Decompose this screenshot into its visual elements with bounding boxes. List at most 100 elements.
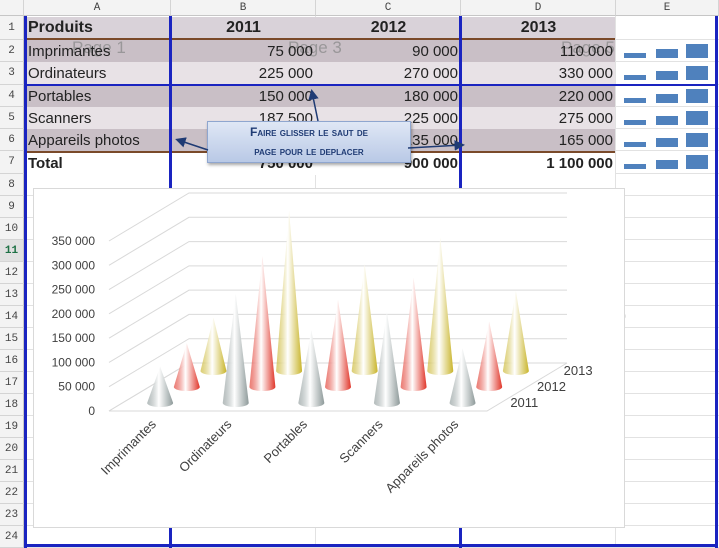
category-label: Portables (261, 416, 311, 466)
value-cell-2011[interactable]: 225 000 (258, 64, 313, 82)
total-2012[interactable]: 900 000 (403, 154, 458, 172)
page-break-horizontal-row4[interactable] (24, 84, 718, 86)
chart-gridline (108, 216, 567, 266)
cone-2011-4 (449, 348, 476, 407)
row-header-4[interactable]: 4 (0, 85, 24, 107)
row-header-6[interactable]: 6 (0, 129, 24, 151)
category-label: Scanners (336, 416, 386, 466)
row-header-2[interactable]: 2 (0, 40, 24, 62)
product-name-cell[interactable]: Imprimantes (28, 42, 111, 60)
product-name-cell[interactable]: Appareils photos (28, 131, 140, 149)
band-row-2 (25, 40, 615, 62)
row-header-3[interactable]: 3 (0, 62, 24, 85)
category-label: Ordinateurs (176, 416, 235, 475)
row-header-12[interactable]: 12 (0, 262, 24, 284)
cone-2012-1 (249, 255, 276, 391)
row-header-14[interactable]: 14 (0, 306, 24, 328)
value-cell-2013[interactable]: 220 000 (558, 87, 613, 105)
cone-2011-1 (222, 293, 249, 407)
arrow-up-icon (308, 89, 319, 122)
y-tick-label: 250 000 (52, 283, 96, 297)
sparkline-bar (656, 49, 678, 58)
depth-axis-label: 2013 (564, 363, 593, 378)
value-cell-2012[interactable]: 270 000 (403, 64, 458, 82)
cone-2011-0 (147, 366, 174, 407)
page-break-right[interactable] (715, 16, 718, 548)
row-header-5[interactable]: 5 (0, 107, 24, 129)
page-break-vertical-b-lower[interactable] (169, 526, 172, 548)
select-all-corner[interactable] (0, 0, 24, 16)
row-header-23[interactable]: 23 (0, 504, 24, 526)
row-header-16[interactable]: 16 (0, 350, 24, 372)
value-cell-2012[interactable]: 225 000 (403, 109, 458, 127)
row-header-9[interactable]: 9 (0, 196, 24, 218)
value-cell-2011[interactable]: 150 000 (258, 87, 313, 105)
header-row-fill (25, 17, 615, 40)
chart-gridline (108, 241, 567, 291)
page-break-bottom[interactable] (24, 544, 718, 547)
sparkline-bar (656, 138, 678, 147)
header-produits[interactable]: Produits (28, 18, 93, 36)
row-header-10[interactable]: 10 (0, 218, 24, 240)
product-name-cell[interactable]: Scanners (28, 109, 92, 127)
product-name-cell[interactable]: Ordinateurs (28, 64, 107, 82)
cone-2011-2 (298, 330, 325, 407)
row-header-18[interactable]: 18 (0, 394, 24, 416)
cone-2012-4 (476, 321, 503, 391)
category-label: Imprimantes (98, 416, 160, 478)
header-2012[interactable]: 2012 (370, 18, 407, 36)
total-label[interactable]: Total (28, 154, 63, 172)
row-header-21[interactable]: 21 (0, 460, 24, 482)
value-cell-2011[interactable]: 75 000 (267, 42, 313, 60)
header-2013[interactable]: 2013 (520, 18, 557, 36)
page-break-vertical-b[interactable] (169, 16, 172, 191)
value-cell-2013[interactable]: 275 000 (558, 109, 613, 127)
row-header-15[interactable]: 15 (0, 328, 24, 350)
column-header-d[interactable]: D (461, 0, 616, 16)
cone-2013-0 (200, 317, 227, 375)
y-tick-label: 50 000 (58, 380, 95, 394)
sparkline-bar (686, 66, 708, 80)
sparkline-bar (686, 44, 708, 58)
row-header-8[interactable]: 8 (0, 174, 24, 196)
value-cell-2013[interactable]: 165 000 (558, 131, 613, 149)
sparkline-bar (624, 75, 646, 80)
header-2011[interactable]: 2011 (226, 18, 261, 36)
sparkline-bar (686, 133, 708, 147)
row-header-19[interactable]: 19 (0, 416, 24, 438)
row-header-7[interactable]: 7 (0, 151, 24, 174)
value-cell-2012[interactable]: 180 000 (403, 87, 458, 105)
sparkline-bar (656, 160, 678, 169)
row-header-1[interactable]: 1 (0, 16, 24, 40)
product-name-cell[interactable]: Portables (28, 87, 92, 105)
sparkline-bar (686, 111, 708, 125)
row-header-20[interactable]: 20 (0, 438, 24, 460)
column-header-b[interactable]: B (171, 0, 316, 16)
value-cell-2013[interactable]: 330 000 (558, 64, 613, 82)
cone-chart[interactable]: 0 50 000 100 000 150 000 200 000 250 000 300 0… (33, 188, 625, 528)
sparkline-bar (656, 71, 678, 80)
sparkline-bar (624, 142, 646, 147)
column-header-c[interactable]: C (316, 0, 461, 16)
column-header-a[interactable]: A (24, 0, 171, 16)
y-tick-label: 300 000 (52, 258, 96, 272)
sparkline-bar (624, 164, 646, 169)
value-cell-2012[interactable]: 90 000 (412, 42, 458, 60)
row-header-17[interactable]: 17 (0, 372, 24, 394)
cone-2013-4 (502, 290, 529, 375)
chart-gridline (108, 192, 567, 242)
band-row-4 (25, 85, 615, 107)
sparkline-bar (656, 116, 678, 125)
row-header-22[interactable]: 22 (0, 482, 24, 504)
row-header-11[interactable]: 11 (0, 240, 24, 262)
page-break-left[interactable] (24, 16, 27, 548)
arrow-right-icon (407, 140, 465, 151)
depth-axis-label: 2012 (537, 379, 566, 394)
y-tick-label: 200 000 (52, 307, 96, 321)
total-2013[interactable]: 1 100 000 (546, 154, 613, 172)
row-header-13[interactable]: 13 (0, 284, 24, 306)
value-cell-2013[interactable]: 110 000 (559, 42, 613, 60)
value-cell-2012[interactable]: 135 000 (403, 131, 458, 149)
cone-2011-3 (373, 311, 400, 407)
